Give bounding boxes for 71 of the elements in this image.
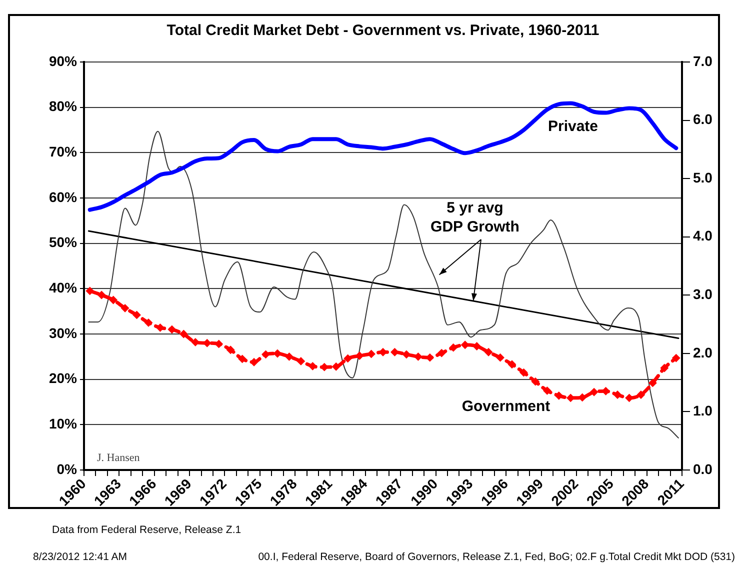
point bbox=[109, 296, 118, 304]
point bbox=[98, 291, 106, 300]
point bbox=[226, 346, 235, 354]
point bbox=[344, 354, 352, 362]
point bbox=[614, 390, 622, 399]
y-tick-label: 10% bbox=[48, 416, 78, 432]
y-tick-label: 80% bbox=[48, 98, 78, 114]
point bbox=[238, 354, 246, 363]
annotation: Government bbox=[462, 398, 550, 416]
y-tick-label: 60% bbox=[48, 188, 78, 205]
point bbox=[496, 354, 504, 362]
point bbox=[438, 349, 446, 358]
y-tick-label: 50% bbox=[48, 234, 78, 250]
text: Data from Federal Reserve, Release Z.1 bbox=[52, 524, 242, 536]
point bbox=[554, 392, 563, 400]
y2-tick-label: 5.0 bbox=[693, 169, 713, 186]
point bbox=[543, 386, 552, 395]
point bbox=[356, 352, 364, 360]
chart-title: Total Credit Market Debt - Government vs. Private, 1960-2011 bbox=[166, 22, 600, 39]
point bbox=[379, 348, 387, 356]
point bbox=[508, 360, 516, 368]
y2-tick-label: 4.0 bbox=[693, 228, 713, 244]
point bbox=[86, 286, 94, 295]
point bbox=[156, 324, 164, 332]
point bbox=[285, 352, 294, 361]
point bbox=[648, 378, 657, 387]
point bbox=[296, 357, 305, 366]
point bbox=[121, 304, 130, 312]
point bbox=[332, 362, 340, 371]
point bbox=[180, 330, 188, 338]
point bbox=[132, 310, 141, 319]
y2-tick-label: 7.0 bbox=[693, 52, 713, 69]
y-tick-label: 90% bbox=[48, 52, 78, 69]
point bbox=[590, 388, 598, 396]
point bbox=[414, 352, 422, 361]
y-tick-label: 0% bbox=[56, 460, 78, 477]
point bbox=[308, 362, 317, 370]
y2-tick-label: 3.0 bbox=[693, 286, 713, 302]
point bbox=[520, 368, 528, 377]
point bbox=[484, 348, 493, 356]
y-tick-label: 20% bbox=[48, 370, 78, 386]
y-tick-label: 40% bbox=[48, 280, 78, 296]
point bbox=[273, 349, 282, 358]
point bbox=[168, 325, 176, 334]
point bbox=[250, 358, 258, 366]
point bbox=[203, 339, 212, 348]
text: 00.I, Federal Reserve, Board of Governors, Release Z.1, Fed, BoG; 02.F g.Total Credit Mkt DOD (531) bbox=[258, 551, 735, 563]
line-series bbox=[88, 130, 679, 438]
text: 8/23/2012 12:41 AM bbox=[33, 551, 127, 563]
y2-tick-label: 1.0 bbox=[693, 402, 713, 419]
point bbox=[402, 350, 410, 358]
point bbox=[472, 342, 481, 350]
point bbox=[390, 348, 399, 356]
point bbox=[672, 354, 680, 362]
point bbox=[660, 364, 668, 372]
point bbox=[636, 390, 645, 399]
point bbox=[531, 378, 540, 386]
y2-tick-label: 6.0 bbox=[693, 111, 713, 128]
annotation: Private bbox=[548, 118, 598, 136]
annotation: 5 yr avg GDP Growth bbox=[430, 200, 520, 236]
y2-tick-label: 0.0 bbox=[693, 460, 713, 477]
point bbox=[214, 340, 223, 348]
point bbox=[144, 318, 152, 327]
point bbox=[449, 344, 458, 352]
point bbox=[367, 350, 376, 358]
y-tick-label: 30% bbox=[48, 324, 78, 341]
point bbox=[262, 350, 270, 358]
annotation: J. Hansen bbox=[97, 452, 140, 464]
point bbox=[191, 338, 200, 346]
y-tick-label: 70% bbox=[48, 144, 78, 160]
y2-tick-label: 2.0 bbox=[693, 344, 713, 360]
